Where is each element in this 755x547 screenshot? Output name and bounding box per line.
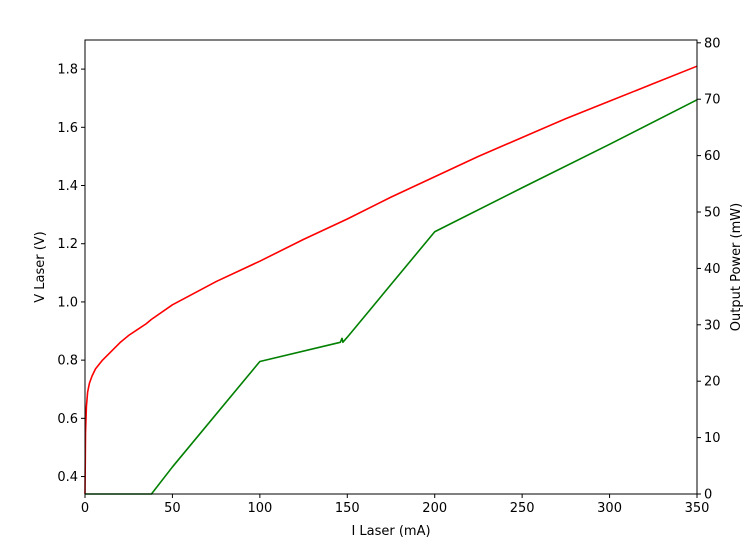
x-tick-label: 350	[685, 501, 710, 516]
x-tick-label: 250	[510, 501, 535, 516]
right-y-tick-label: 70	[704, 93, 721, 108]
left-y-tick-label: 0.4	[57, 470, 78, 485]
left-axis-ticks: 0.4 0.6 0.8 1.0 1.2 1.4 1.6 1.8	[57, 63, 85, 485]
right-y-tick-label: 20	[704, 375, 721, 390]
left-y-tick-label: 1.4	[57, 179, 78, 194]
right-y-tick-label: 40	[704, 262, 721, 277]
x-tick-label: 150	[335, 501, 360, 516]
right-axis-ticks: 0 10 20 30 40 50 60 70 80	[697, 36, 721, 503]
left-y-tick-label: 1.0	[57, 295, 78, 310]
x-tick-label: 50	[164, 501, 181, 516]
x-tick-label: 200	[422, 501, 447, 516]
left-y-tick-label: 1.2	[57, 237, 78, 252]
x-tick-label: 0	[81, 501, 89, 516]
left-y-tick-label: 0.8	[57, 354, 78, 369]
right-y-tick-label: 30	[704, 318, 721, 333]
x-tick-label: 300	[597, 501, 622, 516]
series-line-voltage	[84, 65, 698, 495]
left-y-tick-label: 1.6	[57, 121, 78, 136]
x-axis-label: I Laser (mA)	[351, 524, 430, 539]
right-y-tick-label: 10	[704, 431, 721, 446]
left-y-tick-label: 0.6	[57, 412, 78, 427]
right-y-tick-label: 60	[704, 149, 721, 164]
series-layer	[84, 65, 698, 495]
right-y-tick-label: 80	[704, 36, 721, 51]
x-tick-label: 100	[247, 501, 272, 516]
right-y-tick-label: 0	[704, 488, 712, 503]
left-y-axis-label: V Laser (V)	[33, 231, 48, 303]
right-y-tick-label: 50	[704, 206, 721, 221]
right-y-axis-label: Output Power (mW)	[729, 203, 744, 331]
plot-frame	[84, 39, 698, 495]
x-axis-ticks: 0 50 100 150 200 250 300 350	[81, 494, 710, 516]
left-y-tick-label: 1.8	[57, 63, 78, 78]
series-line-output-power	[85, 99, 698, 495]
